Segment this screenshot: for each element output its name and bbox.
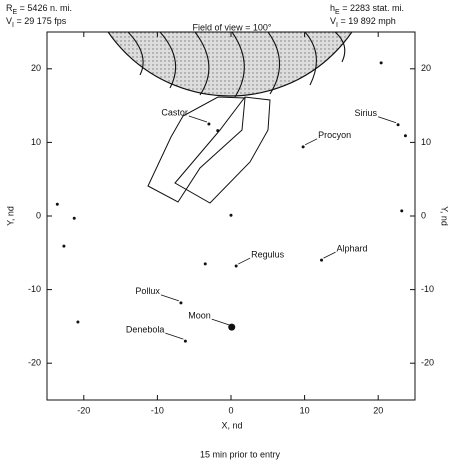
point-label: Regulus <box>251 249 285 259</box>
y-tick-label: 10 <box>31 137 41 147</box>
point-label: Moon <box>188 311 211 321</box>
x-tick-label: 20 <box>373 405 383 415</box>
moon <box>228 323 236 331</box>
y-tick-label: 0 <box>421 210 426 220</box>
star <box>183 339 187 343</box>
star <box>76 320 80 324</box>
star <box>320 258 324 262</box>
star <box>179 301 183 305</box>
leader-line <box>323 251 336 259</box>
star <box>55 202 59 206</box>
caption: 15 min prior to entry <box>200 449 281 459</box>
point-label: Procyon <box>318 130 351 140</box>
header-line: VI = 29 175 fps <box>6 16 67 28</box>
star <box>403 134 407 138</box>
header-line: VI = 19 892 mph <box>330 16 396 28</box>
earth-lines <box>127 32 346 98</box>
field-of-view <box>147 96 271 204</box>
star <box>62 244 66 248</box>
star <box>234 264 238 268</box>
star <box>379 61 383 65</box>
y-tick-label: 0 <box>36 210 41 220</box>
x-tick-label: 0 <box>228 405 233 415</box>
y-axis-label: Y, nd <box>5 206 15 226</box>
header-left: RE = 5426 n. mi. VI = 29 175 fps <box>6 3 72 28</box>
star <box>203 262 207 266</box>
point-label: Castor <box>161 107 188 117</box>
leader-line <box>160 294 180 302</box>
header-line: RE = 5426 n. mi. <box>6 3 72 15</box>
leader-line <box>165 332 184 340</box>
star <box>72 216 76 220</box>
y-tick-label: 20 <box>31 63 41 73</box>
header-right: hE = 2283 stat. mi. VI = 19 892 mph <box>330 3 404 28</box>
star <box>396 123 400 127</box>
x-axis-label: X, nd <box>221 420 242 430</box>
star <box>400 209 404 213</box>
y-tick-label: -10 <box>28 284 41 294</box>
y-tick-label: -10 <box>421 284 434 294</box>
x-tick-label: -20 <box>77 405 90 415</box>
leader-line <box>237 257 251 265</box>
star <box>229 213 233 217</box>
x-tick-label: -10 <box>151 405 164 415</box>
star <box>216 129 220 133</box>
y-tick-label: -20 <box>28 358 41 368</box>
point-label: Sirius <box>355 108 378 118</box>
leader-line <box>188 115 208 123</box>
y-tick-label: 10 <box>421 137 431 147</box>
y-tick-label: 20 <box>421 63 431 73</box>
star <box>301 145 305 149</box>
y-tick-label: -20 <box>421 358 434 368</box>
leader-line <box>211 318 230 326</box>
earth-disk <box>107 32 353 97</box>
earth <box>107 32 353 98</box>
leader-line <box>377 116 397 124</box>
annotation: Field of view = 100° <box>193 22 272 32</box>
point-label: Pollux <box>135 286 160 296</box>
point-label: Denebola <box>126 324 165 334</box>
x-tick-label: 10 <box>300 405 310 415</box>
header-line: hE = 2283 stat. mi. <box>330 3 404 15</box>
leader-line <box>304 138 318 146</box>
star <box>207 122 211 126</box>
point-label: Alphard <box>337 244 368 254</box>
y-axis-label-right: Y, nd <box>440 206 450 226</box>
